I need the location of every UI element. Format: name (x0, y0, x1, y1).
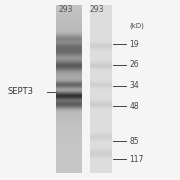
Text: 117: 117 (130, 155, 144, 164)
Text: 293: 293 (58, 5, 73, 14)
Text: 85: 85 (130, 137, 139, 146)
Text: 26: 26 (130, 60, 139, 69)
Text: 48: 48 (130, 102, 139, 111)
Text: (kD): (kD) (130, 23, 145, 29)
Text: 293: 293 (89, 5, 103, 14)
Text: 19: 19 (130, 40, 139, 49)
Text: 34: 34 (130, 81, 139, 90)
Text: SEPT3: SEPT3 (7, 87, 33, 96)
